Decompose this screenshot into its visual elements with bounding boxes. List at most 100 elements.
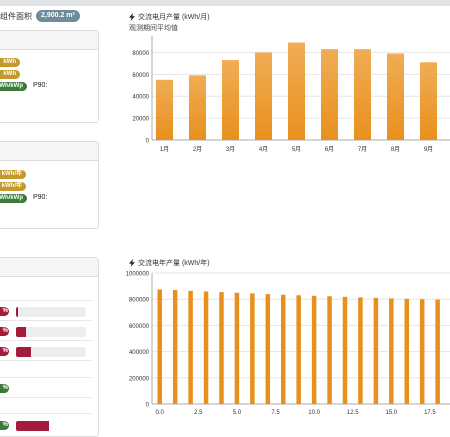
annual-chart-title: 交流电年产量 (kWh/年) xyxy=(129,258,210,268)
bar xyxy=(280,294,286,404)
bar xyxy=(354,49,371,140)
row-divider xyxy=(0,413,92,414)
monthly-production-chart: 0200004000060000800001月2月3月4月5月6月7月8月9月1… xyxy=(132,36,450,153)
bar xyxy=(389,298,394,404)
percent-badge: % xyxy=(0,384,9,393)
loss-indicator-row: % xyxy=(0,306,92,318)
bar xyxy=(255,52,272,140)
x-tick-label: 5月 xyxy=(292,146,301,153)
bar xyxy=(296,295,301,404)
bar xyxy=(156,79,173,140)
bar xyxy=(250,293,255,404)
bar xyxy=(222,60,239,140)
y-tick-label: 800000 xyxy=(129,298,150,304)
bar xyxy=(188,290,193,404)
y-tick-label: 0 xyxy=(146,403,150,409)
x-tick-label: 3月 xyxy=(226,146,235,153)
progress-track xyxy=(16,327,86,337)
bar xyxy=(419,299,425,404)
bar xyxy=(321,49,338,140)
percent-badge: % xyxy=(0,327,9,336)
bar xyxy=(358,297,363,404)
loss-indicator-row: % xyxy=(0,383,92,395)
x-tick-label: 12.5 xyxy=(347,410,359,416)
x-tick-label: 8月 xyxy=(391,146,400,153)
bar xyxy=(404,298,410,404)
loss-indicator-row: % xyxy=(0,420,92,432)
annual-chart-title-text: 交流电年产量 (kWh/年) xyxy=(138,260,210,267)
progress-fill xyxy=(16,327,26,337)
loss-indicator-row: % xyxy=(0,346,92,358)
yield-pill-1: kWh xyxy=(0,58,20,67)
row-divider xyxy=(0,300,92,301)
p90-label: P90: xyxy=(33,82,48,89)
bar xyxy=(420,62,437,141)
y-tick-label: 80000 xyxy=(132,51,149,57)
loss-indicator-row: % xyxy=(0,326,92,338)
progress-track xyxy=(16,307,86,317)
y-tick-label: 600000 xyxy=(129,324,150,330)
monthly-chart-title-text: 交流电月产量 (kWh/月) xyxy=(138,14,210,21)
bar xyxy=(288,42,305,140)
bar xyxy=(311,295,317,404)
x-tick-label: 4月 xyxy=(259,146,268,153)
bar xyxy=(387,53,404,140)
bar xyxy=(265,294,271,404)
percent-badge: % xyxy=(0,307,9,316)
y-tick-label: 0 xyxy=(146,139,150,145)
area-row: 组件面积 2,900.2 m² xyxy=(0,9,80,23)
progress-fill xyxy=(16,347,31,357)
top-bar xyxy=(0,0,450,6)
progress-fill xyxy=(16,421,49,431)
y-tick-label: 40000 xyxy=(132,95,149,101)
x-tick-label: 10.0 xyxy=(308,410,320,416)
x-tick-label: 7月 xyxy=(358,146,367,153)
area-badge: 2,900.2 m² xyxy=(36,10,80,22)
x-tick-label: 9月 xyxy=(424,146,433,153)
annual-specific-yield-pill: Wh/kWp xyxy=(0,194,27,203)
row-divider xyxy=(0,360,92,361)
yield-pill-2: kWh xyxy=(0,70,20,79)
y-tick-label: 1000000 xyxy=(126,272,150,278)
bar xyxy=(189,75,206,140)
progress-fill xyxy=(16,307,19,317)
panel-header xyxy=(0,258,98,277)
annual-yield-pill-1: kWh/年 xyxy=(0,170,26,179)
x-tick-label: 0.0 xyxy=(156,410,165,416)
bolt-icon xyxy=(129,259,135,267)
percent-badge: % xyxy=(0,347,9,356)
progress-track xyxy=(16,421,86,431)
y-tick-label: 20000 xyxy=(132,117,149,123)
bar xyxy=(172,290,178,404)
bar xyxy=(327,296,332,404)
panel-header xyxy=(0,142,98,161)
bar xyxy=(157,289,162,404)
bar xyxy=(234,292,240,404)
monthly-chart-title: 交流电月产量 (kWh/月) xyxy=(129,12,210,22)
y-tick-label: 200000 xyxy=(129,376,150,382)
specific-yield-pill: Wh/kWp xyxy=(0,82,27,91)
y-tick-label: 60000 xyxy=(132,73,149,79)
x-tick-label: 2月 xyxy=(193,146,202,153)
y-tick-label: 400000 xyxy=(129,350,150,356)
annual-production-chart: 0 200000 400000 600000 800000 1000000 0.0 2.5 5.… xyxy=(126,272,450,416)
bar xyxy=(435,299,440,404)
bar xyxy=(219,292,224,404)
bar xyxy=(342,296,348,404)
monthly-chart-subtitle: 观测期间平均值 xyxy=(129,25,178,32)
x-tick-label: 7.5 xyxy=(271,410,280,416)
x-tick-label: 6月 xyxy=(325,146,334,153)
row-divider xyxy=(0,340,92,341)
panel-header xyxy=(0,31,98,50)
x-tick-label: 1月 xyxy=(160,146,169,153)
area-label: 组件面积 xyxy=(0,11,32,21)
bar xyxy=(373,297,379,404)
bar xyxy=(203,291,209,404)
progress-track xyxy=(16,347,86,357)
row-divider xyxy=(0,320,92,321)
x-tick-label: 15.0 xyxy=(385,410,397,416)
x-tick-label: 17.5 xyxy=(424,410,436,416)
percent-badge: % xyxy=(0,421,9,430)
bolt-icon xyxy=(129,13,135,21)
annual-yield-pill-2: kWh/年 xyxy=(0,182,26,191)
